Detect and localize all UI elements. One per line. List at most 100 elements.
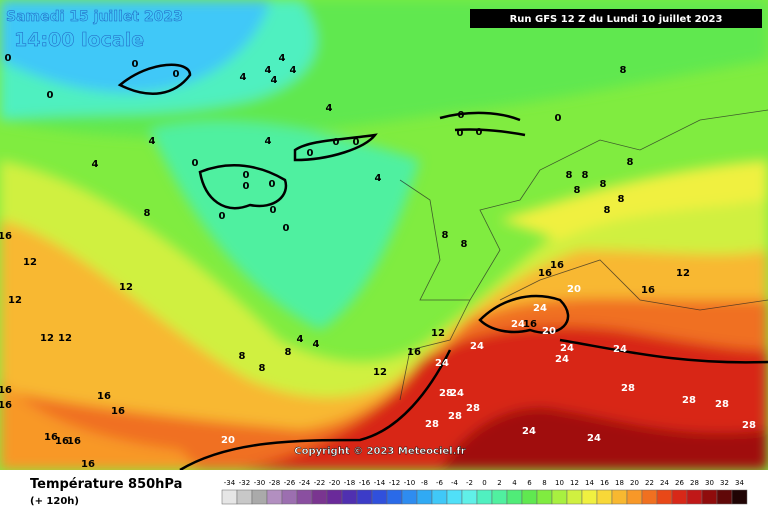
scale-swatch [656,489,673,505]
scale-swatch [506,489,523,505]
contour-label: 0 [243,181,250,192]
scale-label: -18 [344,479,355,487]
contour-label: 4 [326,103,333,114]
contour-label: 4 [265,65,272,76]
scale-swatch [281,489,298,505]
scale-label: -10 [404,479,415,487]
scale-swatch [401,489,418,505]
contour-label: 24 [555,354,569,365]
scale-label: -16 [359,479,371,487]
scale-label: -22 [314,479,325,487]
contour-label: 16 [550,260,564,271]
contour-label: 12 [373,367,387,378]
date: Samedi 15 juillet 2023 [6,9,183,25]
scale-swatch [236,489,253,505]
contour-label: 4 [149,136,156,147]
scale-swatch [461,489,478,505]
contour-label: 8 [618,194,625,205]
scale-swatch [311,489,328,505]
contour-label: 0 [5,53,12,64]
scale-swatch [491,489,508,505]
scale-label: -14 [374,479,386,487]
contour-label: 8 [144,208,151,219]
scale-label: 6 [527,479,532,487]
contour-label: 16 [0,400,12,411]
contour-label: 0 [353,137,360,148]
contour-label: 8 [461,239,468,250]
scale-swatch [476,489,493,505]
scale-swatch [626,489,643,505]
contour-label: 8 [285,347,292,358]
contour-label: 12 [8,295,22,306]
scale-swatch [686,489,703,505]
scale-label: 8 [542,479,546,487]
contour-label: 4 [265,136,272,147]
scale-label: -8 [421,479,428,487]
copyright: Copyright © 2023 Meteociel.fr [294,446,465,457]
contour-label: 28 [439,388,453,399]
contour-label: 16 [538,268,552,279]
contour-label: 24 [560,343,574,354]
contour-label: 0 [132,59,139,70]
contour-label: 12 [119,282,133,293]
scale-label: -20 [329,479,340,487]
scale-swatch [536,489,553,505]
scale-label: 0 [482,479,486,487]
contour-label: 0 [47,90,54,101]
contour-label: 20 [542,326,556,337]
scale-swatch [731,489,748,505]
scale-swatch [581,489,598,505]
contour-label: 8 [620,65,627,76]
run-box [470,9,762,28]
scale-label: -6 [436,479,444,487]
temperature-field [0,0,768,472]
contour-label: 4 [290,65,297,76]
scale-label: 26 [675,479,684,487]
scale-label: -26 [284,479,296,487]
contour-label: 4 [92,159,99,170]
scale-swatch [341,489,358,505]
scale-label: 10 [555,479,564,487]
contour-label: 16 [67,436,81,447]
run: Run GFS 12 Z du Lundi 10 juillet 2023 [510,14,723,25]
contour-label: 12 [40,333,54,344]
contour-label: 16 [111,406,125,417]
scale-label: -2 [466,479,473,487]
contour-label: 28 [715,399,729,410]
contour-label: 0 [307,148,314,159]
contour-label: 0 [555,113,562,124]
contour-label: 24 [522,426,536,437]
contour-label: 20 [221,435,235,446]
contour-label: 8 [582,170,589,181]
scale-swatch [356,489,373,505]
scale-swatch [566,489,583,505]
scale-label: -32 [239,479,250,487]
scale-label: 4 [512,479,517,487]
contour-label: 28 [425,419,439,430]
contour-label: 24 [511,319,525,330]
scale-swatch [551,489,568,505]
contour-label: 4 [375,173,382,184]
contour-label: 0 [192,158,199,169]
contour-label: 16 [55,436,69,447]
contour-label: 0 [243,170,250,181]
contour-label: 4 [271,75,278,86]
contour-label: 28 [466,403,480,414]
contour-label: 24 [587,433,601,444]
contour-label: 4 [279,53,286,64]
contour-label: 0 [269,179,276,190]
scale-swatch [596,489,613,505]
scale-swatch [266,489,283,505]
contour-label: 16 [81,459,95,470]
contour-label: 24 [533,303,547,314]
contour-label: 0 [458,110,465,121]
footer-subtitle: (+ 120h) [30,496,79,507]
scale-swatch [641,489,658,505]
scale-swatch [446,489,463,505]
scale-swatch [701,489,718,505]
scale-swatch [671,489,688,505]
contour-label: 8 [566,170,573,181]
contour-label: 16 [407,347,421,358]
scale-swatch [716,489,733,505]
